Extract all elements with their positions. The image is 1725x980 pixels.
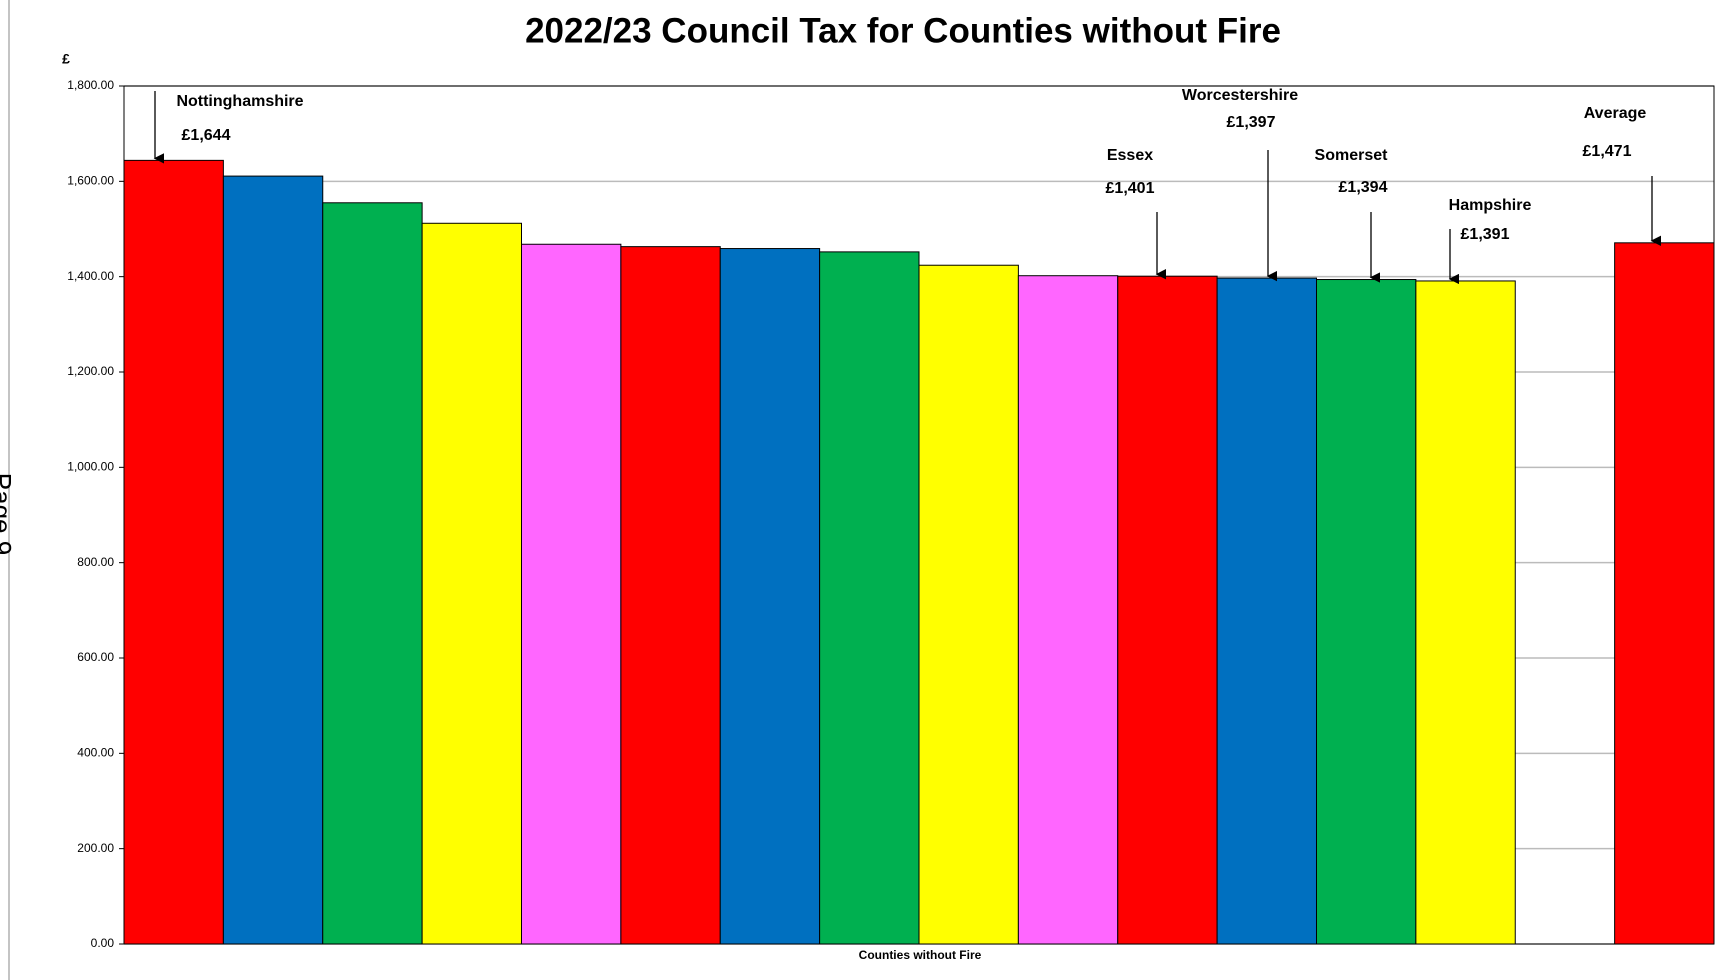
bar (222, 175, 324, 945)
bar (1117, 275, 1218, 945)
annotation-value: £1,391 (1461, 226, 1510, 243)
bar (719, 248, 821, 945)
bar (819, 251, 920, 945)
bar (521, 243, 622, 945)
y-tick-label: 600.00 (77, 650, 114, 664)
y-tick-label: 1,000.00 (67, 460, 114, 474)
bar (1415, 280, 1516, 945)
bar (620, 246, 721, 945)
page-label: Page 9 (0, 473, 17, 555)
bar (918, 264, 1019, 945)
bar (1614, 242, 1715, 945)
y-tick-label: 400.00 (77, 746, 114, 760)
bar (1216, 277, 1317, 945)
bar (123, 159, 224, 945)
annotation-name: Essex (1107, 147, 1153, 164)
annotation-value: £1,644 (182, 127, 231, 144)
annotation-value: £1,401 (1106, 180, 1155, 197)
y-tick-label: 800.00 (77, 555, 114, 569)
bar (1017, 275, 1119, 945)
x-axis-label: Counties without Fire (859, 948, 982, 962)
annotation-value: £1,394 (1339, 179, 1388, 196)
annotation-value: £1,397 (1227, 114, 1276, 131)
annotation-name: Somerset (1315, 147, 1389, 164)
y-tick-label: 1,600.00 (67, 174, 114, 188)
bar (1316, 279, 1417, 945)
annotation-name: Hampshire (1449, 197, 1532, 214)
y-tick-label: 1,200.00 (67, 364, 114, 378)
y-tick-label: 1,800.00 (67, 78, 114, 92)
y-tick-label: 200.00 (77, 841, 114, 855)
chart-title: 2022/23 Council Tax for Counties without… (525, 11, 1281, 50)
bar (421, 222, 522, 945)
annotation-value: £1,471 (1583, 143, 1632, 160)
y-unit-label: £ (62, 51, 70, 67)
y-tick-label: 0.00 (91, 936, 115, 950)
bar (322, 202, 423, 945)
annotation-name: Nottinghamshire (176, 93, 303, 110)
annotation-name: Worcestershire (1182, 87, 1298, 104)
annotation-name: Average (1584, 105, 1647, 122)
y-tick-label: 1,400.00 (67, 269, 114, 283)
